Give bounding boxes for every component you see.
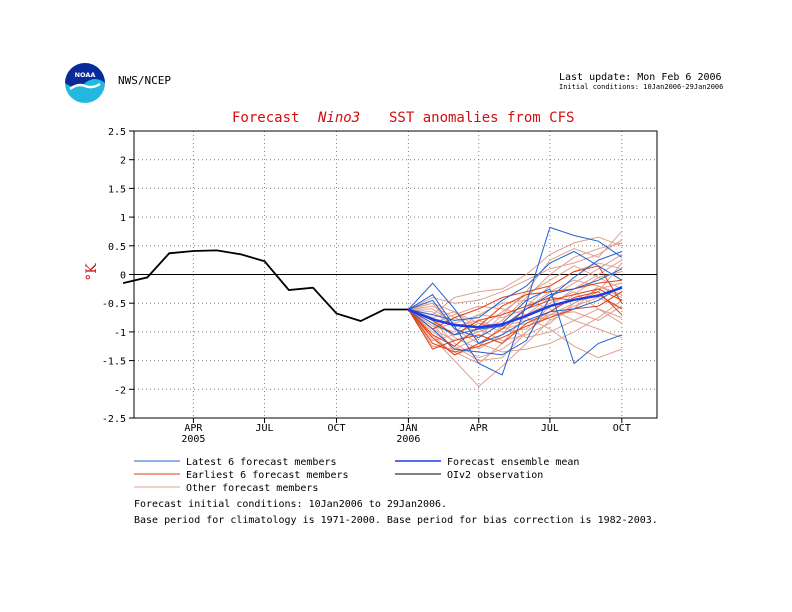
note-initial-conditions: Forecast initial conditions: 10Jan2006 t…: [134, 499, 448, 510]
x-tick-label: JUL: [541, 423, 559, 434]
x-tick-year-label: 2006: [396, 434, 420, 445]
y-tick-label: -1.5: [102, 357, 126, 368]
x-tick-year-label: 2005: [181, 434, 205, 445]
last-update-label: Last update: Mon Feb 6 2006: [559, 72, 722, 83]
latest-member-line: [408, 288, 622, 365]
y-axis-ticks: -2.5 -2 -1.5 -1 -0.5 0 0.5 1 1.5 2 2.5: [102, 127, 134, 425]
other-member-line: [408, 265, 623, 330]
plot-frame: [133, 130, 658, 419]
x-tick-label: JUL: [256, 423, 274, 434]
legend-label-other: Other forecast members: [186, 483, 318, 494]
legend-label-latest: Latest 6 forecast members: [186, 457, 337, 468]
latest-member-line: [408, 250, 623, 321]
other-member-line: [408, 259, 623, 333]
noaa-logo: NOAA: [64, 62, 106, 104]
earliest-member-line: [407, 291, 623, 350]
x-tick-label: JAN: [399, 423, 417, 434]
legend-label-mean: Forecast ensemble mean: [447, 457, 579, 468]
latest-member-line: [408, 226, 623, 376]
other-member-line: [408, 279, 622, 330]
y-tick-label: 1.5: [108, 184, 126, 195]
earliest-member-line: [407, 291, 623, 353]
x-tick-label: OCT: [327, 423, 345, 434]
y-tick-label: 1: [120, 213, 126, 224]
chart-title: Forecast Nino3 SST anomalies from CFS: [232, 110, 574, 126]
other-members-series: [407, 231, 623, 388]
ensemble-mean-series: [407, 286, 623, 329]
chart-notes: Forecast initial conditions: 10Jan2006 t…: [134, 497, 658, 529]
y-axis-label: °K: [84, 263, 100, 281]
ensemble-mean-line: [407, 286, 623, 329]
agency-label: NWS/NCEP: [118, 74, 171, 87]
y-tick-label: 0.5: [108, 242, 126, 253]
y-tick-label: -0.5: [102, 299, 126, 310]
y-tick-label: -2: [114, 385, 126, 396]
logo-text: NOAA: [75, 71, 96, 79]
title-part-subject: SST anomalies from CFS: [389, 110, 574, 126]
x-tick-label: OCT: [613, 423, 631, 434]
x-tick-label: APR: [470, 423, 489, 434]
latest-members-series: [408, 226, 623, 376]
earliest-member-line: [408, 279, 622, 347]
legend: Latest 6 forecast members Earliest 6 for…: [134, 457, 579, 494]
legend-label-earliest: Earliest 6 forecast members: [186, 470, 349, 481]
observation-line: [122, 249, 409, 322]
other-member-line: [408, 305, 623, 330]
latest-member-line: [408, 282, 623, 345]
y-tick-label: 0: [120, 271, 126, 282]
title-part-forecast: Forecast: [232, 110, 299, 126]
legend-label-obs: OIv2 observation: [447, 470, 543, 481]
other-member-line: [408, 299, 623, 353]
note-base-period: Base period for climatology is 1971-2000…: [134, 515, 658, 526]
other-member-line: [408, 236, 622, 316]
title-part-region: Nino3: [317, 110, 360, 126]
y-tick-label: 2.5: [108, 127, 126, 138]
y-tick-label: 2: [120, 156, 126, 167]
y-tick-label: -1: [114, 328, 126, 339]
x-tick-label: APR: [184, 423, 203, 434]
latest-member-line: [408, 268, 623, 336]
y-tick-label: -2.5: [102, 414, 126, 425]
latest-member-line: [408, 251, 622, 356]
initial-conditions-label: Initial conditions: 10Jan2006-29Jan2006: [559, 83, 724, 91]
observation-series: [122, 249, 409, 322]
